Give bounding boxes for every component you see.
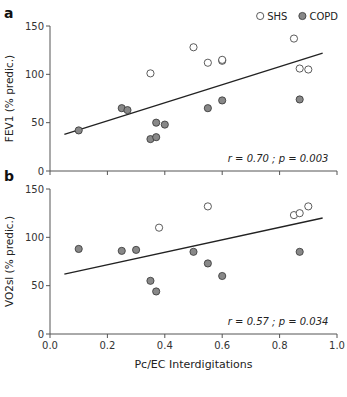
- panel-label: a: [4, 5, 13, 21]
- legend-marker: [257, 12, 264, 19]
- x-tick-label: 0.4: [157, 340, 173, 351]
- x-tick: [107, 334, 108, 338]
- point: [153, 134, 160, 141]
- point: [153, 288, 160, 295]
- x-tick: [337, 334, 338, 338]
- point: [219, 272, 226, 279]
- point: [204, 59, 211, 66]
- point: [75, 127, 82, 134]
- data-area: [64, 203, 322, 295]
- point: [296, 96, 303, 103]
- y-tick-label: 150: [25, 184, 44, 195]
- data-area: [64, 35, 322, 143]
- x-tick: [279, 334, 280, 338]
- point: [153, 119, 160, 126]
- point: [118, 247, 125, 254]
- x-tick-label: 0.6: [214, 340, 230, 351]
- x-tick-label: 0.8: [272, 340, 288, 351]
- point: [190, 248, 197, 255]
- legend-item: COPD: [299, 11, 338, 22]
- x-tick: [50, 334, 51, 338]
- point: [204, 260, 211, 267]
- y-tick: [46, 189, 50, 190]
- regression-line: [64, 218, 322, 274]
- y-tick: [46, 122, 50, 123]
- x-tick: [279, 171, 280, 175]
- x-axis-line: [50, 171, 337, 172]
- y-tick-label: 0: [38, 329, 44, 340]
- page: {"chart_data": [ {"type": "scatter", "ti…: [0, 0, 347, 397]
- y-tick: [46, 285, 50, 286]
- point: [155, 224, 162, 231]
- y-axis-label: FEV1 (% predic.): [3, 55, 15, 142]
- point: [296, 248, 303, 255]
- y-axis-line: [50, 189, 51, 334]
- point: [204, 203, 211, 210]
- panel-label: b: [4, 168, 14, 184]
- point: [305, 203, 312, 210]
- y-axis-line: [50, 26, 51, 171]
- y-tick: [46, 334, 50, 335]
- point: [124, 107, 131, 114]
- y-tick: [46, 171, 50, 172]
- point: [204, 105, 211, 112]
- legend: SHS COPD: [257, 11, 339, 22]
- x-tick: [50, 171, 51, 175]
- y-tick-label: 0: [38, 166, 44, 177]
- y-tick-label: 100: [25, 69, 44, 80]
- x-tick: [337, 171, 338, 175]
- y-tick-label: 50: [31, 280, 44, 291]
- x-tick-label: 0.2: [99, 340, 115, 351]
- point: [219, 97, 226, 104]
- point: [296, 210, 303, 217]
- x-tick-label: 0.0: [42, 340, 58, 351]
- regression-line: [64, 53, 322, 134]
- legend-label: COPD: [309, 11, 338, 22]
- point: [219, 56, 226, 63]
- point: [296, 65, 303, 72]
- point: [133, 246, 140, 253]
- y-tick: [46, 26, 50, 27]
- y-tick: [46, 74, 50, 75]
- annotation: r = 0.70 ; p = 0.003: [228, 153, 329, 164]
- point: [147, 70, 154, 77]
- point: [147, 277, 154, 284]
- y-tick: [46, 237, 50, 238]
- point: [161, 121, 168, 128]
- point: [75, 245, 82, 252]
- panel: 0 50 100 150 0.0 0.2 0.4 0.6 0.8 1.0 VO2sl (% pred…: [3, 168, 345, 371]
- point: [305, 66, 312, 73]
- y-tick-label: 50: [31, 117, 44, 128]
- point: [219, 57, 226, 64]
- point: [190, 44, 197, 51]
- x-axis-label: Pc/EC Interdigitations: [134, 358, 252, 371]
- x-tick: [222, 171, 223, 175]
- legend-item: SHS: [257, 11, 288, 22]
- point: [290, 35, 297, 42]
- legend-label: SHS: [267, 11, 287, 22]
- y-tick-label: 150: [25, 21, 44, 32]
- legend-marker: [299, 12, 306, 19]
- x-tick: [164, 334, 165, 338]
- figure: 0 50 100 150 FEV1 (% predic.) a r = 0.70 ; p =…: [0, 0, 347, 397]
- x-tick-label: 1.0: [329, 340, 345, 351]
- y-axis-label: VO2sl (% predic.): [3, 216, 15, 307]
- x-tick: [222, 334, 223, 338]
- panel: 0 50 100 150 FEV1 (% predic.) a r = 0.70 ; p =…: [3, 5, 338, 177]
- x-tick: [164, 171, 165, 175]
- x-axis-line: [50, 334, 337, 335]
- y-tick-label: 100: [25, 232, 44, 243]
- x-tick: [107, 171, 108, 175]
- annotation: r = 0.57 ; p = 0.034: [228, 316, 329, 327]
